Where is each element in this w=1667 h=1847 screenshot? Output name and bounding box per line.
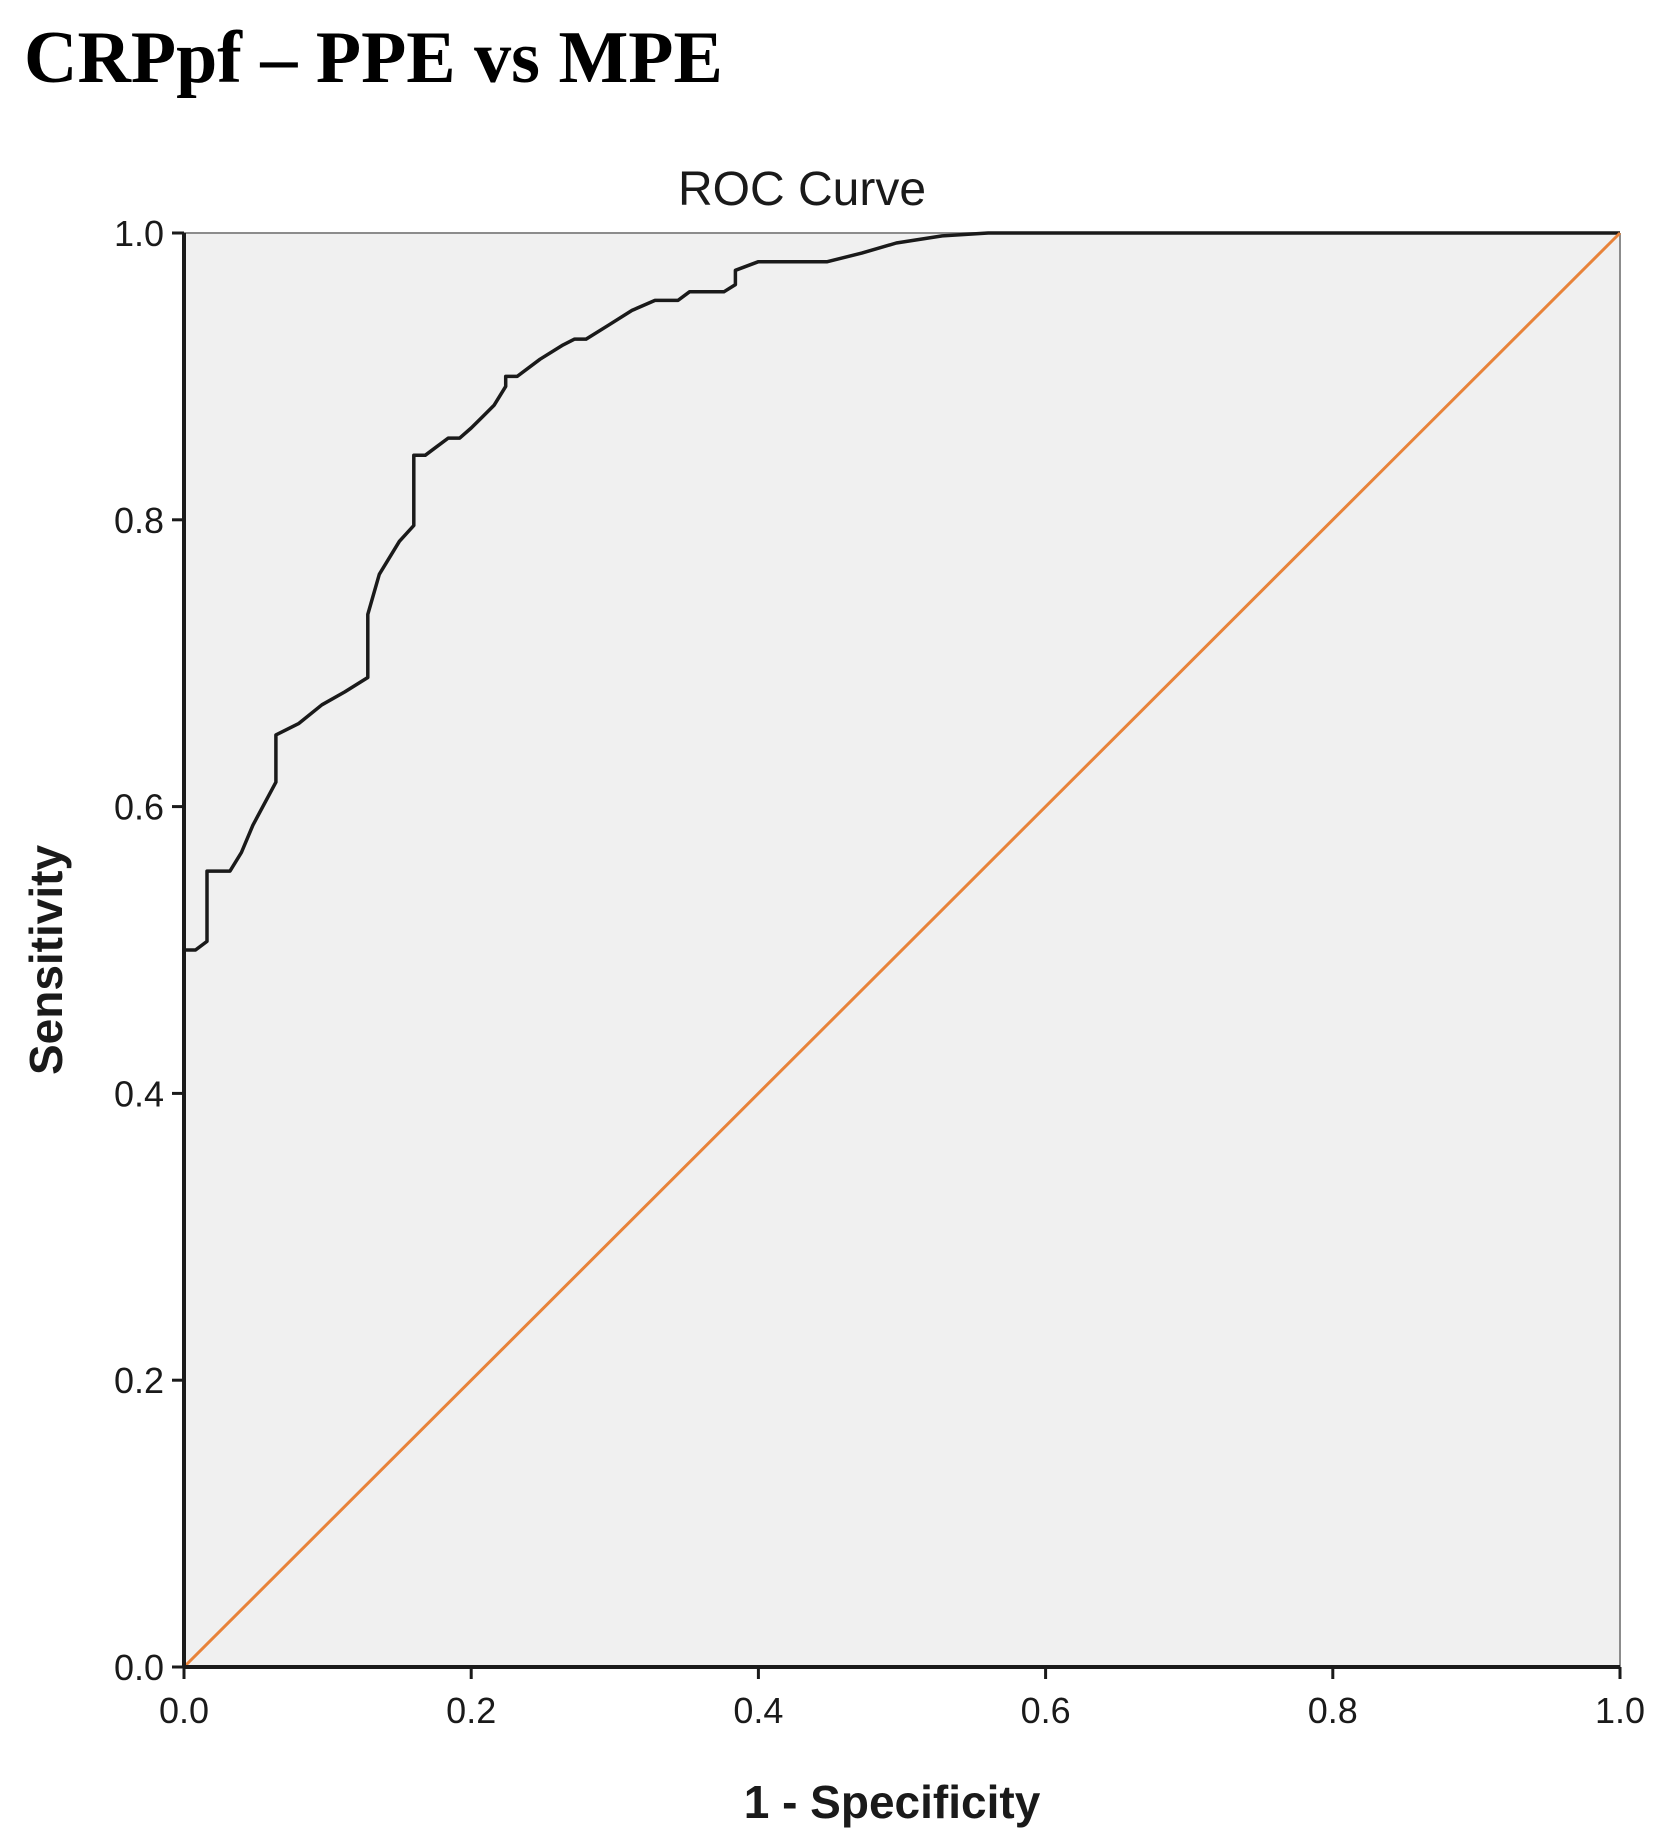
y-tick-label: 0.6 (114, 787, 164, 828)
x-tick-label: 0.8 (1308, 1690, 1358, 1731)
x-tick-label: 0.2 (446, 1690, 496, 1731)
x-tick-label: 1.0 (1595, 1690, 1645, 1731)
y-tick-label: 0.0 (114, 1647, 164, 1688)
y-tick-label: 0.4 (114, 1073, 164, 1114)
y-tick-label: 0.8 (114, 500, 164, 541)
x-tick-label: 0.4 (733, 1690, 783, 1731)
chart-title: ROC Curve (678, 163, 926, 216)
x-tick-label: 0.0 (159, 1690, 209, 1731)
plot-layer: 0.0 0.2 0.4 0.6 0.8 1.0 0.0 0.2 0.4 0.6 0.8 1.0 (114, 213, 1645, 1731)
reference-diagonal-line (182, 231, 1622, 1669)
y-tick-label: 1.0 (114, 213, 164, 254)
y-axis-label: Sensitivity (20, 845, 72, 1076)
y-tick-label: 0.2 (114, 1360, 164, 1401)
page-title: CRPpf – PPE vs MPE (24, 17, 723, 99)
x-tick-label: 0.6 (1021, 1690, 1071, 1731)
roc-curve-line (182, 231, 1620, 1667)
x-axis-label: 1 - Specificity (744, 1776, 1041, 1828)
